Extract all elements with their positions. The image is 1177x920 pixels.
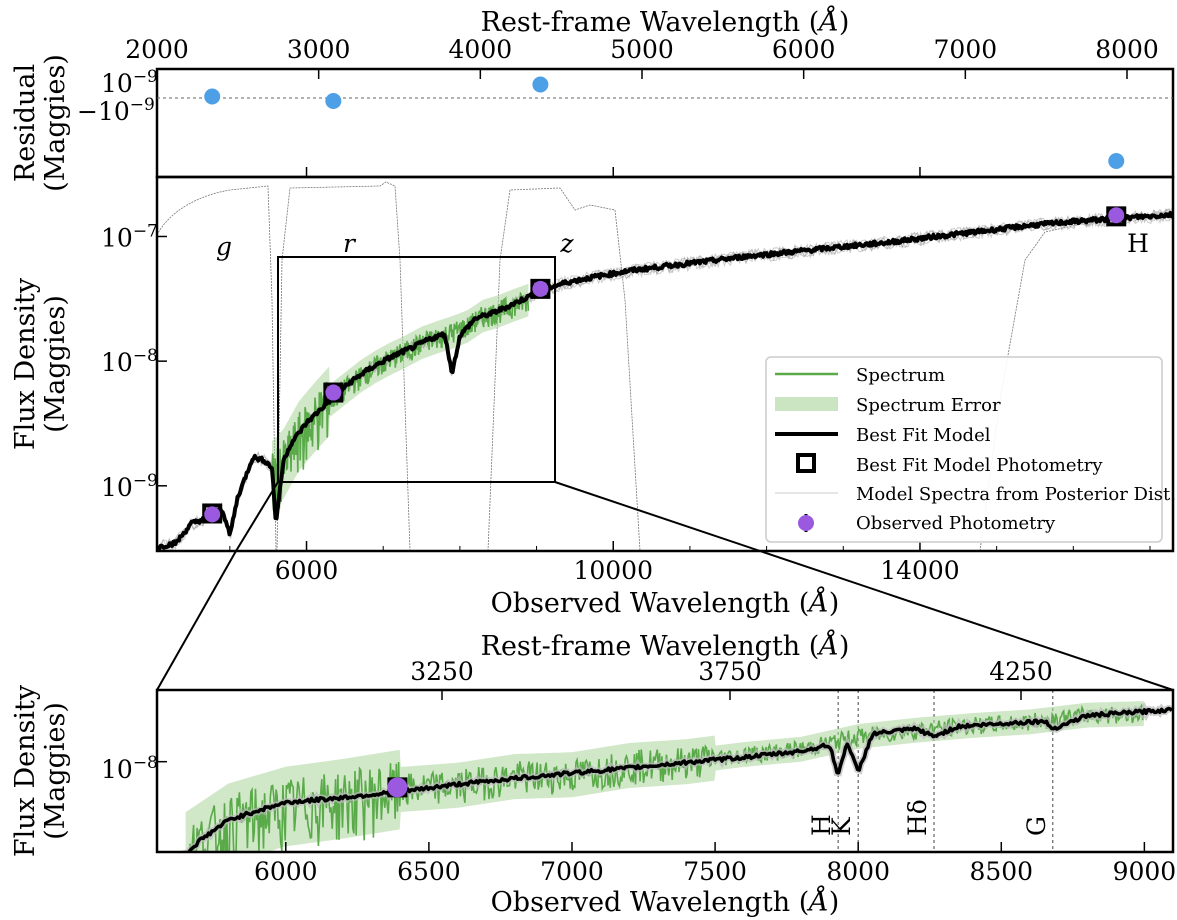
legend-frame [765,356,1163,543]
main-ytick-label: 10−9 [101,471,158,502]
main-xlabel: Observed Wavelength (Å) [491,586,840,619]
top-xtick-label: 5000 [610,35,674,64]
top-xtick-label: 3000 [287,35,351,64]
band-label-z: z [559,229,574,258]
residual-point [532,76,549,93]
observed-photometry-point [204,506,221,523]
top-secondary-xlabel: Rest-frame Wavelength (Å) [481,5,850,38]
best-fit-model-line [157,211,1173,551]
zoom-top-xtick-label: 3750 [698,657,762,686]
top-xtick-label: 2000 [125,35,189,64]
zoom-connector-left [156,550,237,691]
zoom-top-xtick-label: 4250 [989,657,1053,686]
observed-photometry-point [532,280,549,297]
residual-point [204,88,221,105]
main-xtick-label: 10000 [573,556,653,585]
filter-curve-g [157,185,277,551]
residual-ylabel: Residual [10,64,41,182]
zoom-ylabel-unit: (Maggies) [40,702,71,840]
observed-photometry-point [325,384,342,401]
zoom-xlabel: Observed Wavelength (Å) [491,885,840,918]
legend-label-posterior: Model Spectra from Posterior Dist. [856,484,1176,505]
main-ytick-label: 10−7 [101,221,158,252]
zoom-best-fit-model-line [183,706,1173,852]
top-xtick-label: 6000 [772,35,836,64]
band-label-r: r [343,229,357,258]
zoom-observed-photometry-point [387,777,408,798]
main-ytick-label: 10−8 [101,346,158,377]
zoom-connector-left-inner [235,481,279,552]
residual-panel: 2000 3000 4000 5000 6000 7000 8000 10−9 −10−9 … [10,5,1175,192]
legend: Spectrum Spectrum Error Best Fit Model B… [765,356,1176,543]
filter-curve-r [276,181,411,551]
spectrum-line [271,291,530,509]
band-label-H: H [1127,229,1149,258]
main-xtick-label: 14000 [880,556,960,585]
legend-label-error: Spectrum Error [856,395,1001,416]
zoom-xtick-label: 6500 [397,857,461,886]
zoom-connector-right [554,481,1174,691]
residual-frame [155,67,1175,179]
main-frame [155,175,1175,553]
main-xtick-label: 6000 [275,556,339,585]
top-xtick-label: 4000 [449,35,513,64]
main-panel: 6000 10000 14000 10−7 10−8 10−9 g r z H Flux… [10,175,1176,691]
zoom-xtick-label: 8500 [969,857,1033,886]
zoom-ylabel: Flux Density [10,684,41,857]
zoom-xtick-label: 6000 [254,857,318,886]
spectrum-error-band [272,283,529,511]
zoom-top-xtick-label: 3250 [410,657,474,686]
observed-photometry-point [1108,207,1125,224]
residual-point [1108,153,1125,169]
zoom-ytick: 10−8 [101,753,158,784]
zoom-frame [155,688,1175,854]
main-ylabel: Flux Density [10,277,41,450]
absorption-line-label: G [1022,816,1051,836]
zoom-xtick-label: 7500 [683,857,747,886]
legend-swatch-observed [798,515,814,531]
zoom-panel: HK Hδ G 6000 6500 7000 7500 8000 8500 9000 3250 37… [10,629,1176,918]
legend-label-spectrum: Spectrum [856,365,945,386]
legend-swatch-error [775,397,838,411]
zoom-xtick-label: 8000 [826,857,890,886]
zoom-xtick-label: 9000 [1113,857,1177,886]
top-xtick-label: 7000 [934,35,998,64]
legend-label-model: Best Fit Model [856,425,991,446]
zoom-secondary-xlabel: Rest-frame Wavelength (Å) [481,629,850,662]
main-ylabel-unit: (Maggies) [40,295,71,433]
zoom-xtick-label: 7000 [540,857,604,886]
absorption-line-label: Hδ [903,799,932,836]
legend-label-observed: Observed Photometry [856,513,1056,534]
residual-ylabel-unit: (Maggies) [40,54,71,192]
residual-ytick-pos: 10−9 [101,67,158,98]
zoom-box [277,256,556,483]
residual-point [325,93,342,109]
legend-swatch-model-phot [796,453,816,473]
zoom-spectrum-line [188,703,1145,852]
residual-ytick-neg: −10−9 [77,95,155,126]
zoom-spectrum-error-band [185,701,1144,852]
top-xtick-label: 8000 [1095,35,1159,64]
absorption-line-label: K [827,816,856,836]
legend-label-model-phot: Best Fit Model Photometry [856,455,1103,476]
band-label-g: g [216,232,232,261]
absorption-line-label: H [807,814,836,836]
